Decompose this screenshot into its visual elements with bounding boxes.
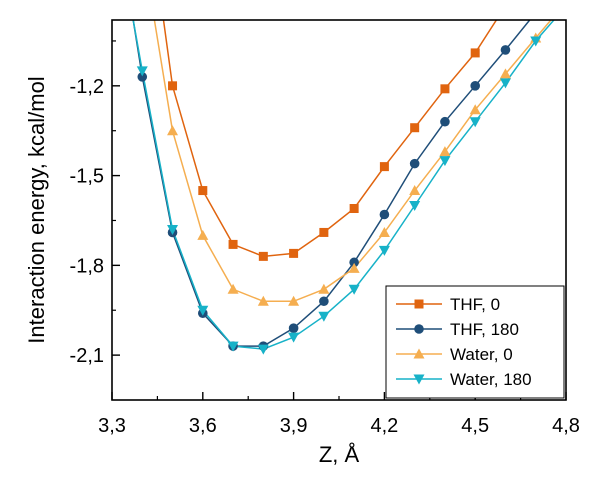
axis-tick-labels: 3,3 3,6 3,9 4,2 4,5 4,8 -1,2 -1,5 -1,8 -2,1 <box>70 76 580 437</box>
legend-marker-water-0 <box>413 348 425 359</box>
data-point-thf-180 <box>288 323 299 333</box>
data-point-thf-180 <box>500 45 511 55</box>
data-point-thf-180 <box>440 116 450 127</box>
data-point-thf-0 <box>198 186 208 196</box>
y-tick-label: -1,2 <box>70 76 104 98</box>
data-point-water-0 <box>257 295 269 306</box>
data-point-thf-180 <box>319 296 329 307</box>
legend-marker-water-180 <box>413 374 425 385</box>
data-point-water-0 <box>348 262 360 273</box>
data-point-water-180 <box>469 117 481 128</box>
data-point-thf-180 <box>409 158 420 169</box>
y-axis-title: Interaction energy, kcal/mol <box>24 76 49 343</box>
data-point-water-180 <box>136 66 148 77</box>
legend: THF, 0 THF, 180 Water, 0 Water, 180 <box>385 285 565 399</box>
legend-marker-thf-180 <box>414 324 424 334</box>
y-tick-label: -1,8 <box>70 255 104 277</box>
legend-label-thf-0: THF, 0 <box>450 295 500 314</box>
data-point-water-0 <box>469 104 481 115</box>
series-markers <box>136 32 542 355</box>
data-point-water-0 <box>288 295 300 306</box>
data-point-water-0 <box>227 283 239 294</box>
data-point-water-180 <box>348 284 360 295</box>
data-point-thf-0 <box>379 162 389 172</box>
data-point-water-180 <box>257 344 269 355</box>
data-point-water-0 <box>409 185 421 196</box>
data-point-thf-0 <box>228 239 238 249</box>
data-point-thf-0 <box>349 204 359 214</box>
x-axis-title: Z, Å <box>319 442 360 467</box>
data-point-thf-0 <box>258 251 268 261</box>
data-point-water-0 <box>318 283 330 294</box>
data-point-water-0 <box>499 68 511 79</box>
data-point-thf-180 <box>349 257 359 268</box>
legend-label-water-180: Water, 180 <box>450 370 532 389</box>
data-point-thf-0 <box>410 123 420 133</box>
data-point-water-180 <box>409 201 421 212</box>
data-point-water-0 <box>197 229 209 240</box>
x-tick-label: 4,2 <box>370 415 398 437</box>
data-point-water-0 <box>378 226 390 237</box>
data-point-water-180 <box>197 305 209 316</box>
data-point-thf-180 <box>379 209 390 220</box>
data-point-thf-0 <box>319 227 329 237</box>
legend-label-water-0: Water, 0 <box>450 345 513 364</box>
data-point-water-180 <box>318 311 330 322</box>
data-point-water-180 <box>227 341 239 352</box>
x-tick-label: 3,6 <box>189 415 217 437</box>
x-tick-label: 3,9 <box>280 415 308 437</box>
data-point-water-180 <box>499 78 511 89</box>
data-point-water-180 <box>530 36 542 47</box>
data-point-water-180 <box>288 332 300 343</box>
series-line-water-180 <box>132 20 555 350</box>
legend-marker-thf-0 <box>414 299 424 309</box>
y-tick-label: -1,5 <box>70 166 104 188</box>
data-point-water-0 <box>439 146 451 157</box>
data-point-water-180 <box>439 156 451 167</box>
data-point-thf-180 <box>470 81 481 91</box>
legend-label-thf-180: THF, 180 <box>450 320 519 339</box>
x-tick-label: 4,5 <box>461 415 489 437</box>
data-point-water-0 <box>167 125 179 136</box>
data-point-water-180 <box>167 224 179 235</box>
data-point-thf-180 <box>137 72 148 82</box>
data-point-thf-0 <box>168 81 178 91</box>
data-point-thf-0 <box>289 248 299 258</box>
data-point-water-180 <box>378 245 390 256</box>
data-point-thf-0 <box>470 48 480 58</box>
x-tick-label: 3,3 <box>98 415 126 437</box>
series-line-thf-0 <box>162 20 498 258</box>
data-point-thf-0 <box>440 84 450 94</box>
x-tick-label: 4,8 <box>552 415 580 437</box>
y-tick-label: -2,1 <box>70 345 104 367</box>
